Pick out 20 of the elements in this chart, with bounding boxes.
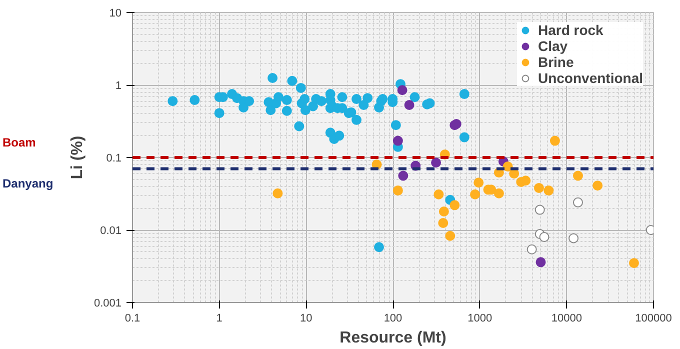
y-tick-label: 1 <box>115 80 122 92</box>
ref-line-label: Danyang <box>2 176 54 191</box>
legend-label: Hard rock <box>538 22 604 38</box>
legend-label: Brine <box>538 54 574 70</box>
ref-line-label: Boam <box>2 136 36 150</box>
legend-label: Unconventional <box>538 70 643 86</box>
legend-label: Clay <box>538 38 568 54</box>
y-tick-label: 0.01 <box>100 225 122 237</box>
x-tick-label: 1000 <box>468 312 492 324</box>
x-tick-label: 100000 <box>635 312 672 324</box>
y-axis-title: Li (%) <box>68 136 86 180</box>
x-tick-label: 100 <box>384 312 402 324</box>
y-tick-label: 0.1 <box>106 152 122 164</box>
y-tick-label: 10 <box>109 8 122 20</box>
x-tick-label: 10 <box>300 312 312 324</box>
x-tick-label: 1 <box>216 312 222 324</box>
x-tick-label: 0.1 <box>124 312 140 324</box>
y-tick-label: 0.001 <box>94 298 122 310</box>
x-tick-label: 10000 <box>551 312 582 324</box>
x-axis-title: Resource (Mt) <box>340 330 446 346</box>
